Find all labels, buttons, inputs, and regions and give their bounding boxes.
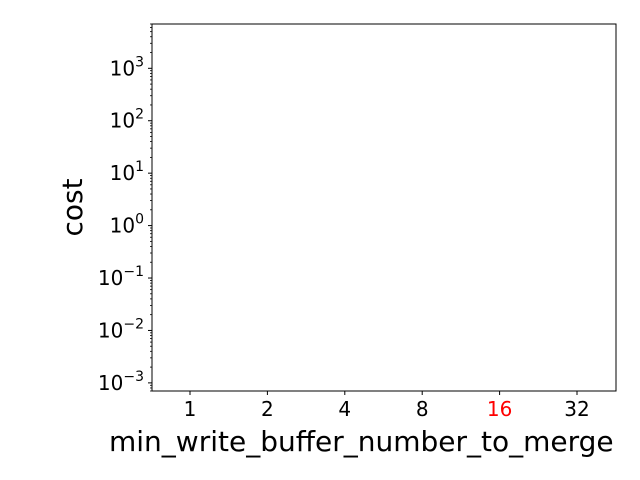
y-tick-base: 10	[110, 56, 135, 80]
y-tick-label: 102	[110, 107, 144, 133]
y-tick-exponent: 2	[135, 107, 144, 123]
y-tick-base: 10	[98, 318, 123, 342]
y-axis-label: cost	[56, 178, 89, 236]
y-tick-exponent: 3	[135, 54, 144, 70]
y-tick-base: 10	[98, 371, 123, 395]
x-tick-label: 2	[261, 397, 274, 421]
x-axis-ticks: 1 2 4 8 16 32	[184, 391, 590, 421]
y-tick-label: 101	[110, 159, 144, 185]
plot-area	[151, 23, 617, 392]
y-tick-label: 10−2	[98, 316, 144, 342]
x-tick-label: 4	[338, 397, 351, 421]
x-tick-label: 16	[487, 397, 512, 421]
y-tick-label: 10−3	[98, 369, 144, 395]
y-tick-exponent: 1	[135, 159, 144, 175]
x-tick-label: 1	[184, 397, 197, 421]
y-tick-exponent: −3	[123, 369, 144, 385]
x-axis-label: min_write_buffer_number_to_merge	[109, 425, 614, 458]
y-tick-label: 103	[110, 54, 144, 80]
y-tick-exponent: −1	[123, 264, 144, 280]
y-tick-base: 10	[110, 161, 135, 185]
y-tick-label: 100	[110, 212, 144, 238]
x-tick-label: 8	[416, 397, 429, 421]
y-tick-label: 10−1	[98, 264, 144, 290]
y-tick-base: 10	[98, 266, 123, 290]
y-tick-base: 10	[110, 214, 135, 238]
x-tick-label: 32	[564, 397, 589, 421]
y-tick-exponent: 0	[135, 212, 144, 228]
y-tick-exponent: −2	[123, 316, 144, 332]
y-tick-base: 10	[110, 109, 135, 133]
